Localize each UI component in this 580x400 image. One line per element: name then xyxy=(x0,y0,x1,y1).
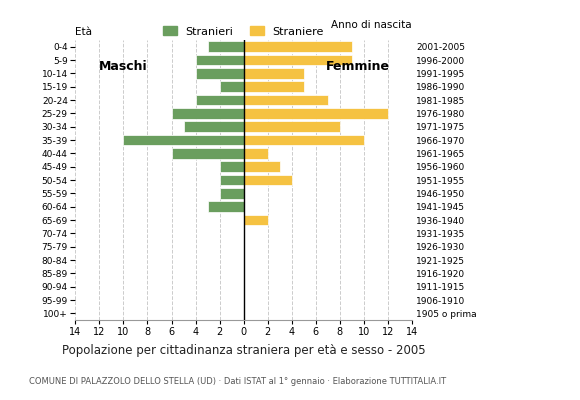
Bar xyxy=(172,108,244,118)
Legend: Stranieri, Straniere: Stranieri, Straniere xyxy=(159,22,328,41)
Bar xyxy=(195,95,244,105)
Bar xyxy=(244,82,304,92)
Bar xyxy=(220,188,244,198)
Bar xyxy=(244,148,267,158)
Text: Età: Età xyxy=(75,27,92,37)
Bar xyxy=(124,135,244,145)
Bar xyxy=(183,122,244,132)
Bar xyxy=(244,135,364,145)
Text: Maschi: Maschi xyxy=(99,60,148,73)
Bar xyxy=(172,148,244,158)
Text: Anno di nascita: Anno di nascita xyxy=(331,20,412,30)
Bar xyxy=(244,95,328,105)
Bar xyxy=(244,215,267,225)
Bar xyxy=(195,55,244,65)
Bar xyxy=(244,122,340,132)
Bar xyxy=(244,108,388,118)
Text: Femmine: Femmine xyxy=(326,60,390,73)
Bar xyxy=(208,42,244,52)
Text: COMUNE DI PALAZZOLO DELLO STELLA (UD) · Dati ISTAT al 1° gennaio · Elaborazione : COMUNE DI PALAZZOLO DELLO STELLA (UD) · … xyxy=(29,377,446,386)
Bar xyxy=(220,82,244,92)
Bar xyxy=(244,162,280,172)
Bar xyxy=(244,55,351,65)
Bar xyxy=(244,175,292,185)
Text: Popolazione per cittadinanza straniera per età e sesso - 2005: Popolazione per cittadinanza straniera p… xyxy=(62,344,425,357)
Bar xyxy=(208,202,244,212)
Bar xyxy=(244,68,304,78)
Bar xyxy=(220,162,244,172)
Bar xyxy=(195,68,244,78)
Bar xyxy=(244,42,351,52)
Bar xyxy=(220,175,244,185)
